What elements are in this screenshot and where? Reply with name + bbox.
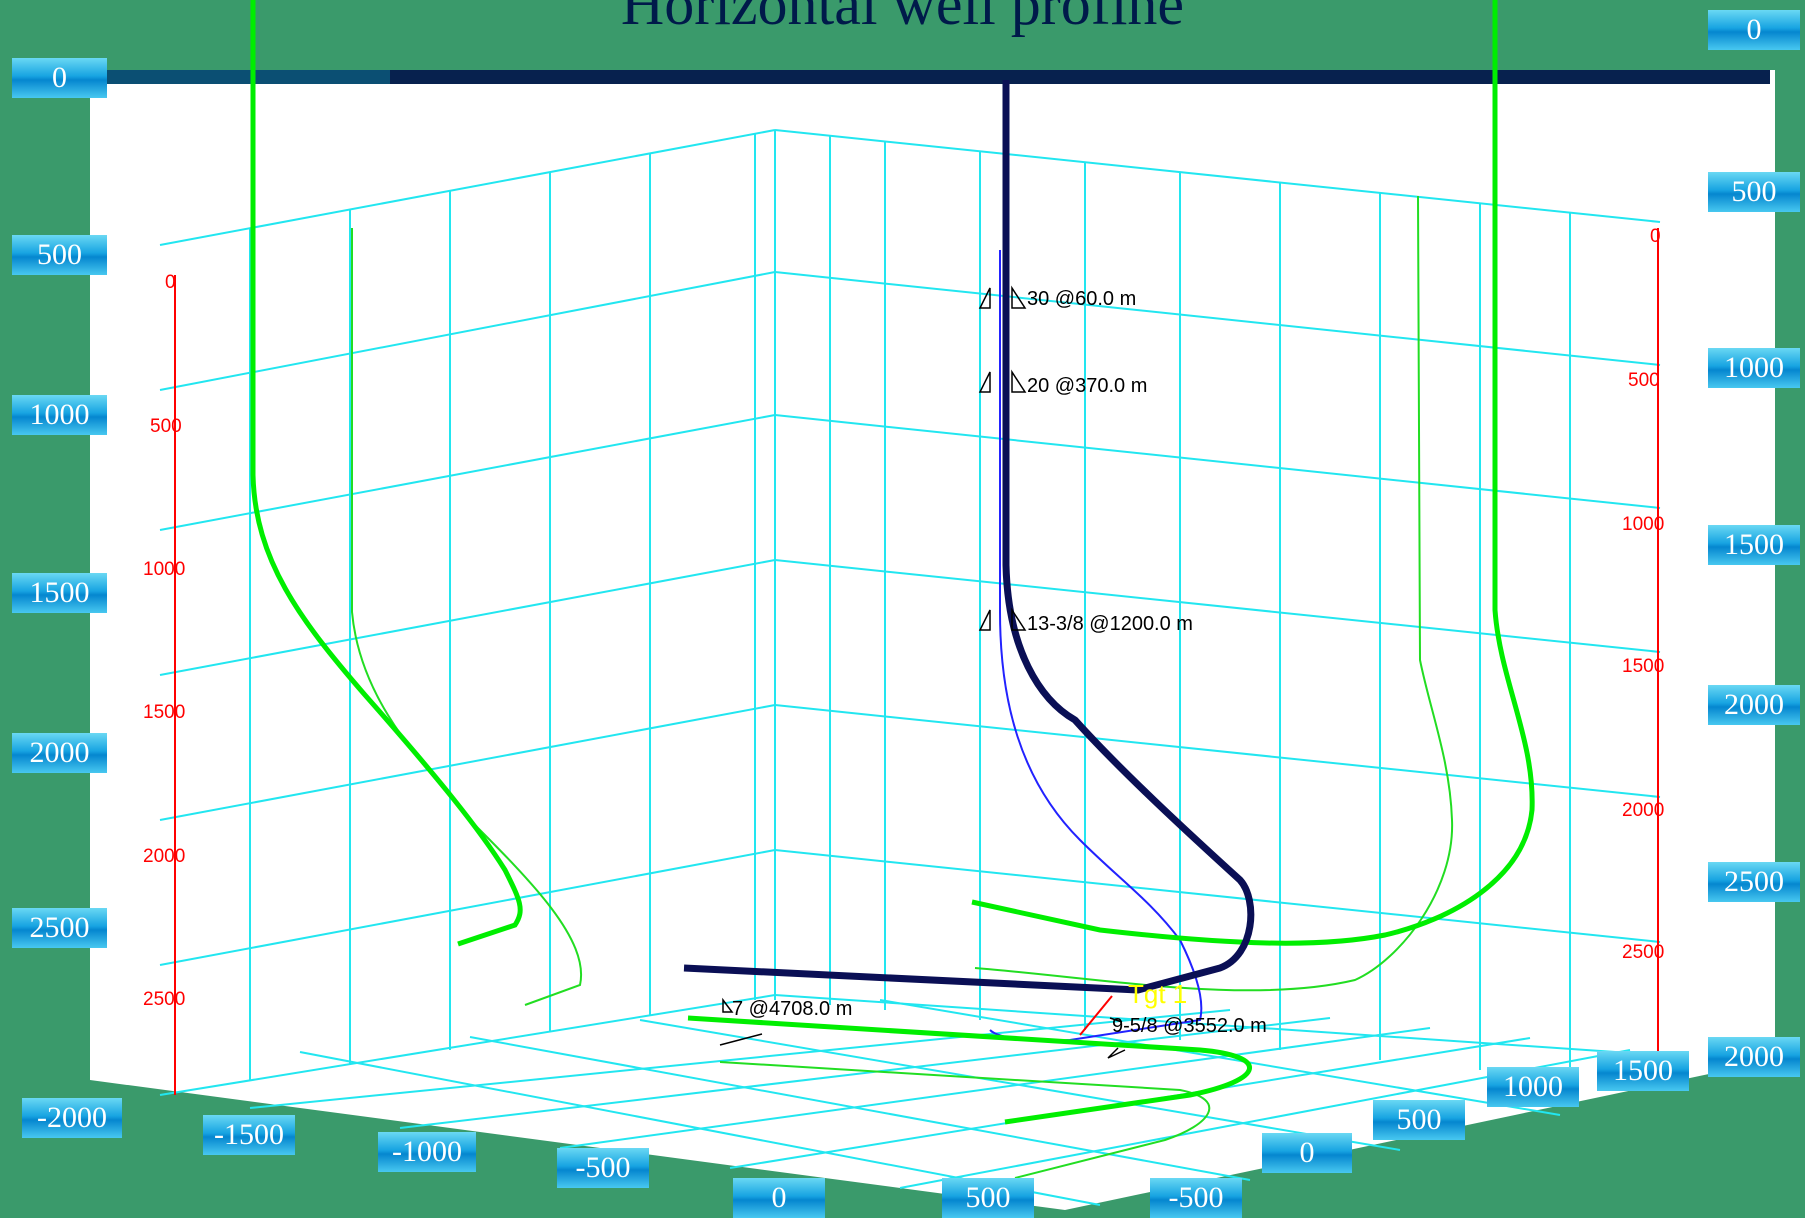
depth-tick-right-2000: 2000 bbox=[1622, 800, 1664, 821]
floor-x-tick-neg1500: -1500 bbox=[203, 1115, 295, 1155]
right-axis-tick-2000: 2000 bbox=[1708, 685, 1800, 725]
right-axis-tick-1000: 1000 bbox=[1708, 348, 1800, 388]
depth-tick-left-1500: 1500 bbox=[143, 702, 185, 723]
depth-tick-right-500: 500 bbox=[1628, 370, 1660, 391]
depth-tick-right-1500: 1500 bbox=[1622, 656, 1664, 677]
casing-marker-7 bbox=[719, 997, 763, 1046]
right-axis-tick-2000-bottom: 2000 bbox=[1708, 1037, 1800, 1077]
casing-marker-13-3-8 bbox=[978, 607, 1027, 631]
grid bbox=[159, 129, 1661, 1206]
header-bar bbox=[90, 70, 1770, 84]
right-axis-tick-1500: 1500 bbox=[1708, 525, 1800, 565]
right-axis-tick-2500: 2500 bbox=[1708, 862, 1800, 902]
floor-x-tick-0: 0 bbox=[733, 1178, 825, 1218]
left-axis-tick-0: 0 bbox=[12, 58, 107, 98]
floor-y-tick-500: 500 bbox=[1373, 1100, 1465, 1140]
depth-tick-left-1000: 1000 bbox=[143, 559, 185, 580]
floor-y-tick-1000: 1000 bbox=[1487, 1067, 1579, 1107]
casing-label-13-3-8: 13-3/8 @1200.0 m bbox=[1027, 613, 1193, 635]
left-axis-tick-2500: 2500 bbox=[12, 908, 107, 948]
floor-x-tick-neg2000: -2000 bbox=[22, 1098, 122, 1138]
left-axis-tick-1500: 1500 bbox=[12, 573, 107, 613]
projection-left bbox=[250, 0, 523, 947]
casing-label-30: 30 @60.0 m bbox=[1027, 288, 1136, 310]
casing-marker-9-5-8 bbox=[1107, 1017, 1126, 1059]
casing-label-7: 7 @4708.0 m bbox=[732, 998, 852, 1020]
floor-x-tick-neg500: -500 bbox=[557, 1148, 649, 1188]
depth-tick-right-1000: 1000 bbox=[1622, 514, 1664, 535]
left-axis-tick-1000: 1000 bbox=[12, 395, 107, 435]
target-label: Tgt 1 bbox=[1128, 979, 1187, 1009]
floor-y-tick-neg500: -500 bbox=[1150, 1178, 1242, 1218]
depth-tick-left-0: 0 bbox=[165, 272, 176, 293]
header-bar-fade bbox=[90, 70, 390, 84]
casing-label-20: 20 @370.0 m bbox=[1027, 375, 1147, 397]
well-path bbox=[683, 80, 1255, 994]
target-line bbox=[1079, 995, 1113, 1036]
chart-title: Horizontal well profine bbox=[620, 0, 1185, 37]
casing-marker-30 bbox=[978, 285, 1027, 309]
right-axis-tick-500: 500 bbox=[1708, 172, 1800, 212]
right-axis-tick-0: 0 bbox=[1708, 10, 1800, 50]
projection-right-thin bbox=[974, 195, 1454, 992]
floor-x-tick-neg1000: -1000 bbox=[378, 1132, 476, 1172]
projection-floor bbox=[687, 1015, 1252, 1125]
projection-floor-thin bbox=[719, 1061, 1211, 1179]
casing-label-9-5-8: 9-5/8 @3552.0 m bbox=[1112, 1015, 1267, 1037]
floor-y-tick-1500: 1500 bbox=[1597, 1051, 1689, 1091]
floor-x-tick-500: 500 bbox=[942, 1178, 1034, 1218]
floor-y-tick-0: 0 bbox=[1262, 1133, 1352, 1173]
depth-tick-right-2500: 2500 bbox=[1622, 942, 1664, 963]
depth-tick-left-2500: 2500 bbox=[143, 989, 185, 1010]
depth-tick-right-0: 0 bbox=[1650, 226, 1661, 247]
casing-marker-20 bbox=[978, 369, 1027, 393]
depth-tick-left-500: 500 bbox=[150, 416, 182, 437]
left-axis-tick-2000: 2000 bbox=[12, 733, 107, 773]
depth-tick-left-2000: 2000 bbox=[143, 846, 185, 867]
left-axis-tick-500: 500 bbox=[12, 235, 107, 275]
